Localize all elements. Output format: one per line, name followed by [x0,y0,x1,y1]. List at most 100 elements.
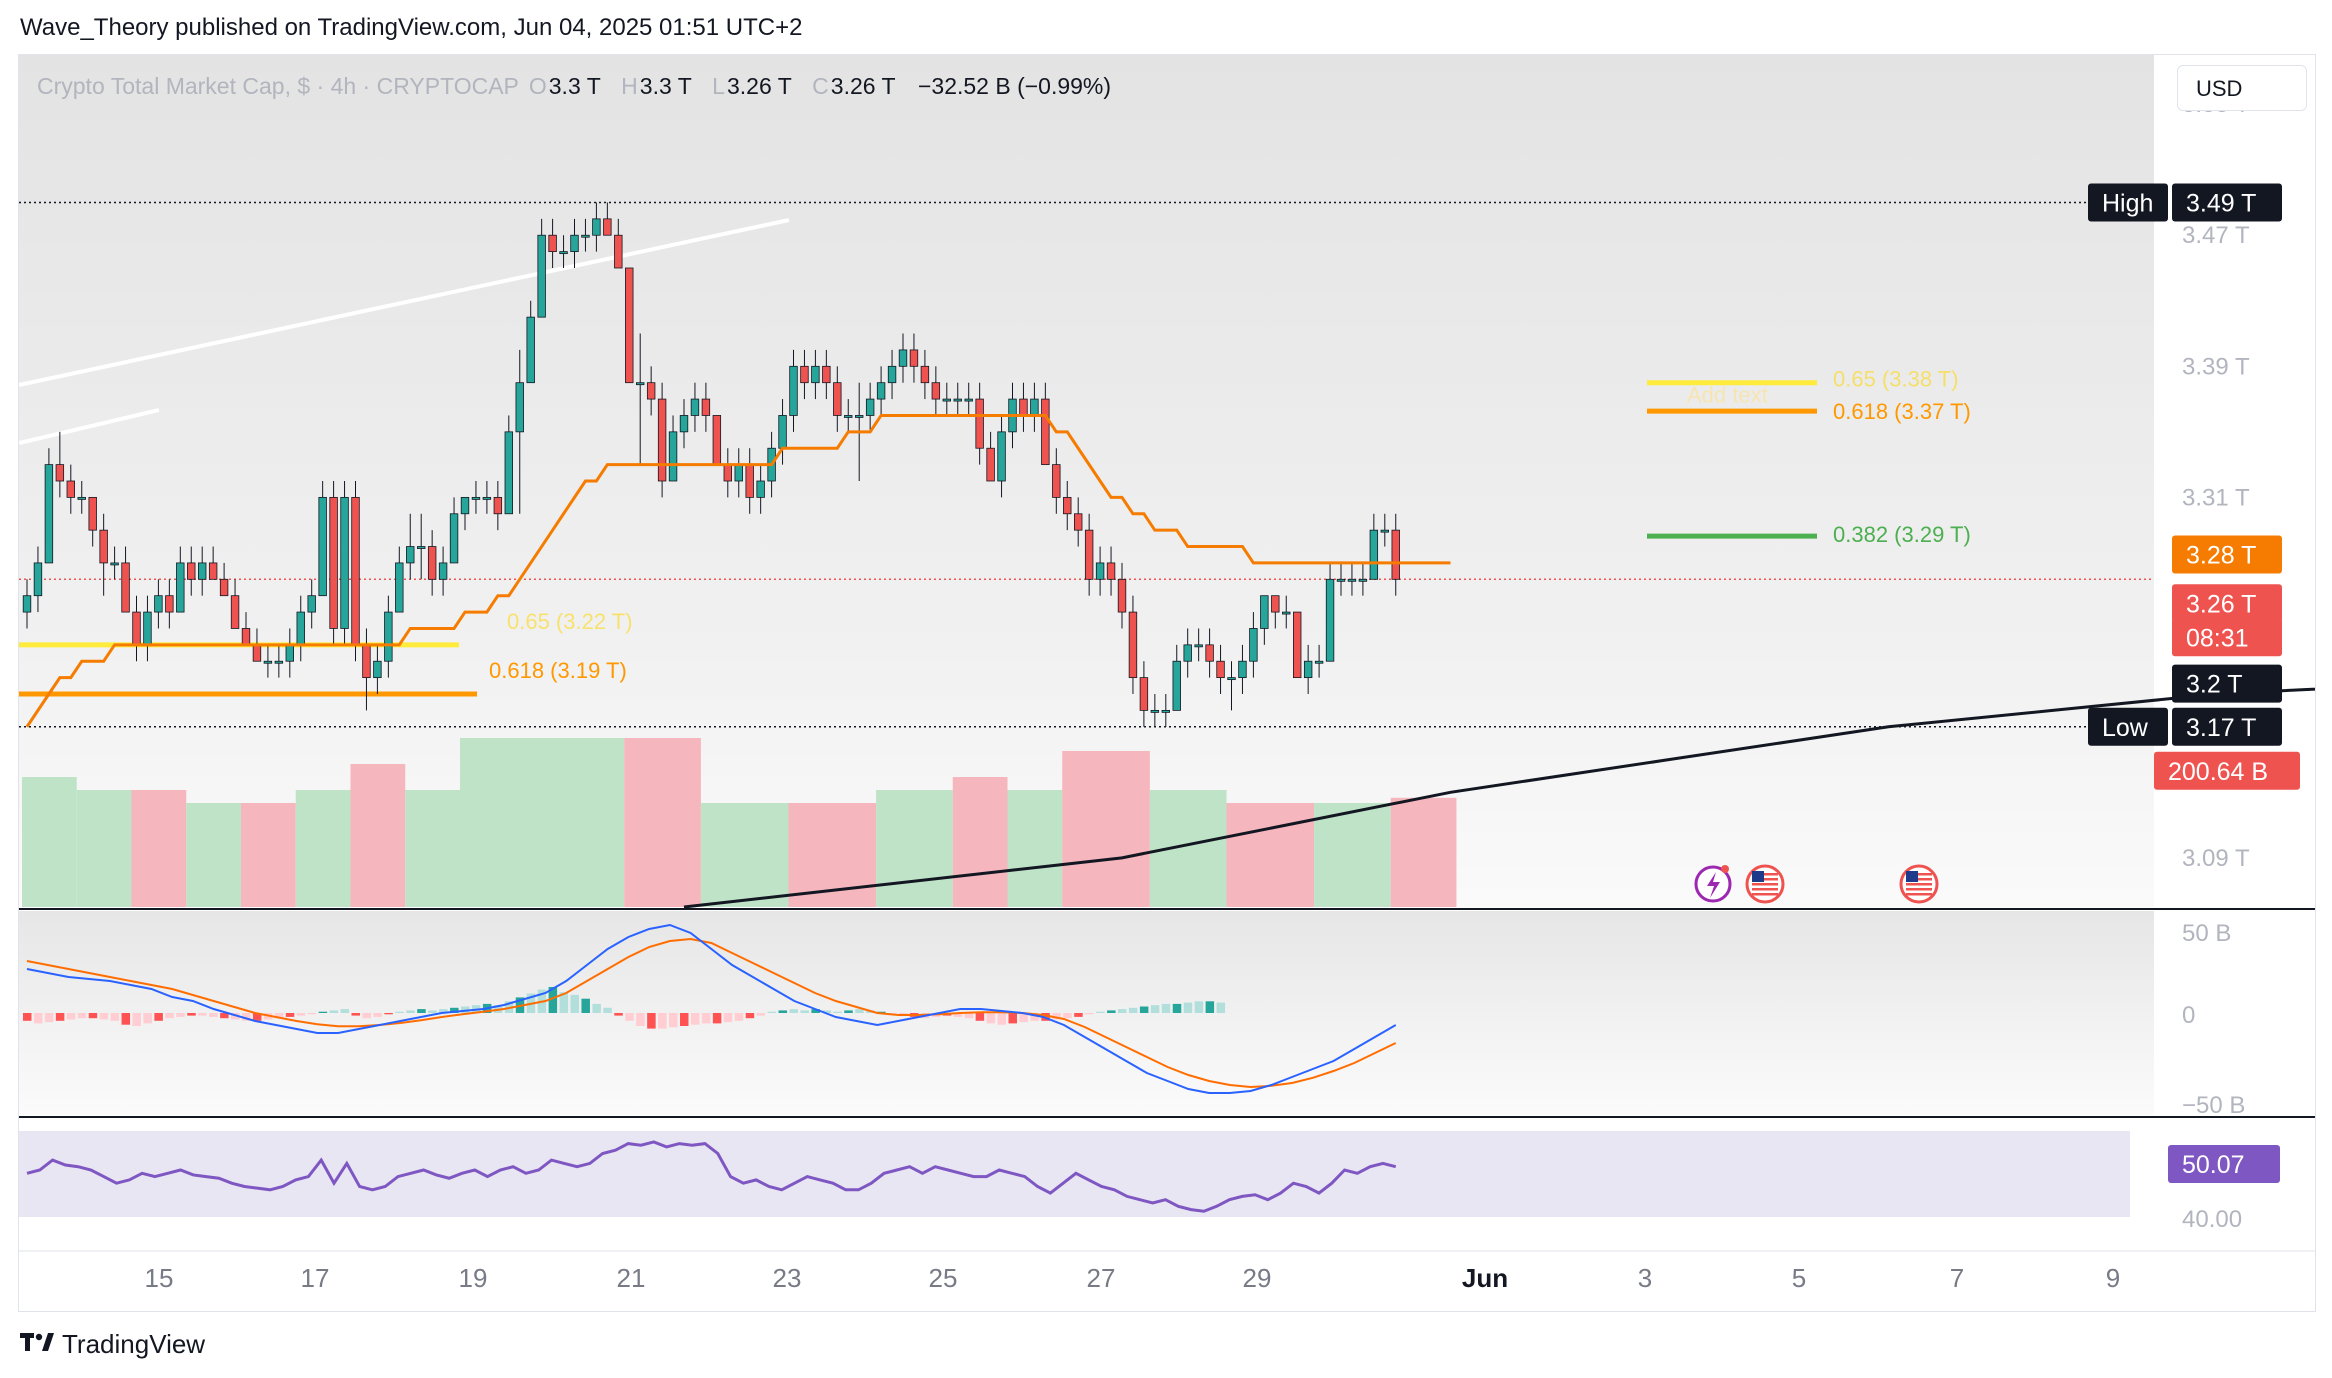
volume-bar [295,790,351,907]
event-bolt [1707,872,1720,898]
currency-button[interactable]: USD [2177,65,2307,111]
macd-histogram-bar [329,1010,339,1013]
candle [406,513,415,580]
candle [592,202,601,252]
candle-body [1074,513,1083,531]
candle-body [395,562,404,613]
candle [1336,562,1346,596]
candle [646,366,656,416]
macd-histogram-bar [625,1013,634,1021]
candle-body [427,546,437,580]
candle [1293,611,1302,679]
candle-body [219,578,229,597]
rsi-axis-label: 40.00 [2182,1206,2242,1233]
candle [197,546,207,596]
candle [1139,661,1149,727]
candle [811,349,820,400]
candle [1183,628,1192,678]
macd-histogram-bar [745,1013,755,1019]
candle-body [975,398,984,449]
fib-label: Add text [1687,383,1768,408]
candle [460,496,470,531]
candle-body [33,562,43,597]
macd-signal-line [26,937,1397,1089]
macd-histogram-bar [800,1010,809,1013]
chart-frame[interactable]: 0.65 (3.38 T) 0.618 (3.37 T) Add text 0.382… [18,54,2316,1312]
macd-axis-label: 50 B [2182,920,2231,947]
macd-histogram-bar [274,1013,284,1019]
candle [756,464,765,514]
candle-body [55,464,65,482]
candle-body [362,644,371,679]
macd-histogram-bar [318,1011,328,1013]
candle-body [460,496,470,515]
candle-body [1303,660,1313,679]
candle-body [701,398,711,416]
symbol-name[interactable]: Crypto Total Market Cap, $ · 4h · CRYPTO… [37,73,519,99]
price-tag-value: 3.17 T [2186,714,2256,742]
tradingview-logo-icon[interactable] [20,1328,54,1360]
macd-histogram-bar [143,1013,152,1024]
candle-body [1260,595,1269,629]
macd-histogram-bar [877,1011,886,1013]
candle-body [844,415,853,418]
y-axis-label: 3.09 T [2182,845,2250,872]
candle-body [165,595,174,613]
candle [1238,644,1247,694]
candle [395,546,404,613]
price-tag-value: 3.26 T [2186,590,2256,618]
candle-body [88,496,97,531]
candle-body [1194,644,1203,648]
candle [154,579,163,629]
price-tag-volume: 200.64 B [2154,751,2300,790]
price-tag-value: 200.64 B [2168,758,2268,786]
macd-histogram-bar [176,1013,185,1017]
candle [1369,513,1379,580]
candle-body [668,431,678,482]
candle-body [66,480,75,498]
candle [416,513,426,580]
candle-body [548,234,557,253]
candle-body [1238,660,1247,679]
macd-histogram-bar [1008,1013,1017,1024]
candle [537,218,546,318]
candle-body [876,382,886,400]
candle-body [143,611,152,646]
candle-body [1271,595,1280,613]
rsi-tag-bg [2168,1145,2280,1183]
macd-histogram-bar [680,1013,689,1026]
candle [789,349,798,432]
candle-body [1172,660,1181,711]
macd-histogram-bar [559,992,569,1013]
candle-body [559,251,568,255]
candle [1271,595,1280,629]
candle [712,415,722,466]
price-tag-bg [2172,618,2282,657]
candle-body [723,464,732,482]
macd-histogram-bar [658,1013,667,1029]
chart-canvas[interactable]: 0.65 (3.38 T) 0.618 (3.37 T) Add text 0.382… [19,55,2315,1311]
macd-histogram-bar [833,1011,842,1013]
candle [77,481,86,514]
candle [504,415,513,515]
candle-body [515,382,524,433]
candle [865,382,875,432]
candle [1084,513,1094,596]
candle-body [252,644,262,662]
macd-histogram-bar [252,1013,262,1021]
candle-body [526,316,535,384]
candle [1194,628,1203,662]
candle [887,349,897,400]
x-axis-label: 29 [1243,1263,1272,1293]
candle-body [778,415,787,449]
price-tag-low: 3.17 T Low [2088,707,2282,746]
candle [340,481,349,645]
macd-histogram-bar [198,1013,207,1016]
candle-body [22,595,32,613]
footer-brand[interactable]: TradingView [62,1328,206,1359]
candle-body [1117,578,1127,613]
candle-body [504,431,513,515]
candle-body [482,496,492,500]
x-axis-label: Jun [1462,1263,1508,1293]
candle-body [1249,628,1258,662]
